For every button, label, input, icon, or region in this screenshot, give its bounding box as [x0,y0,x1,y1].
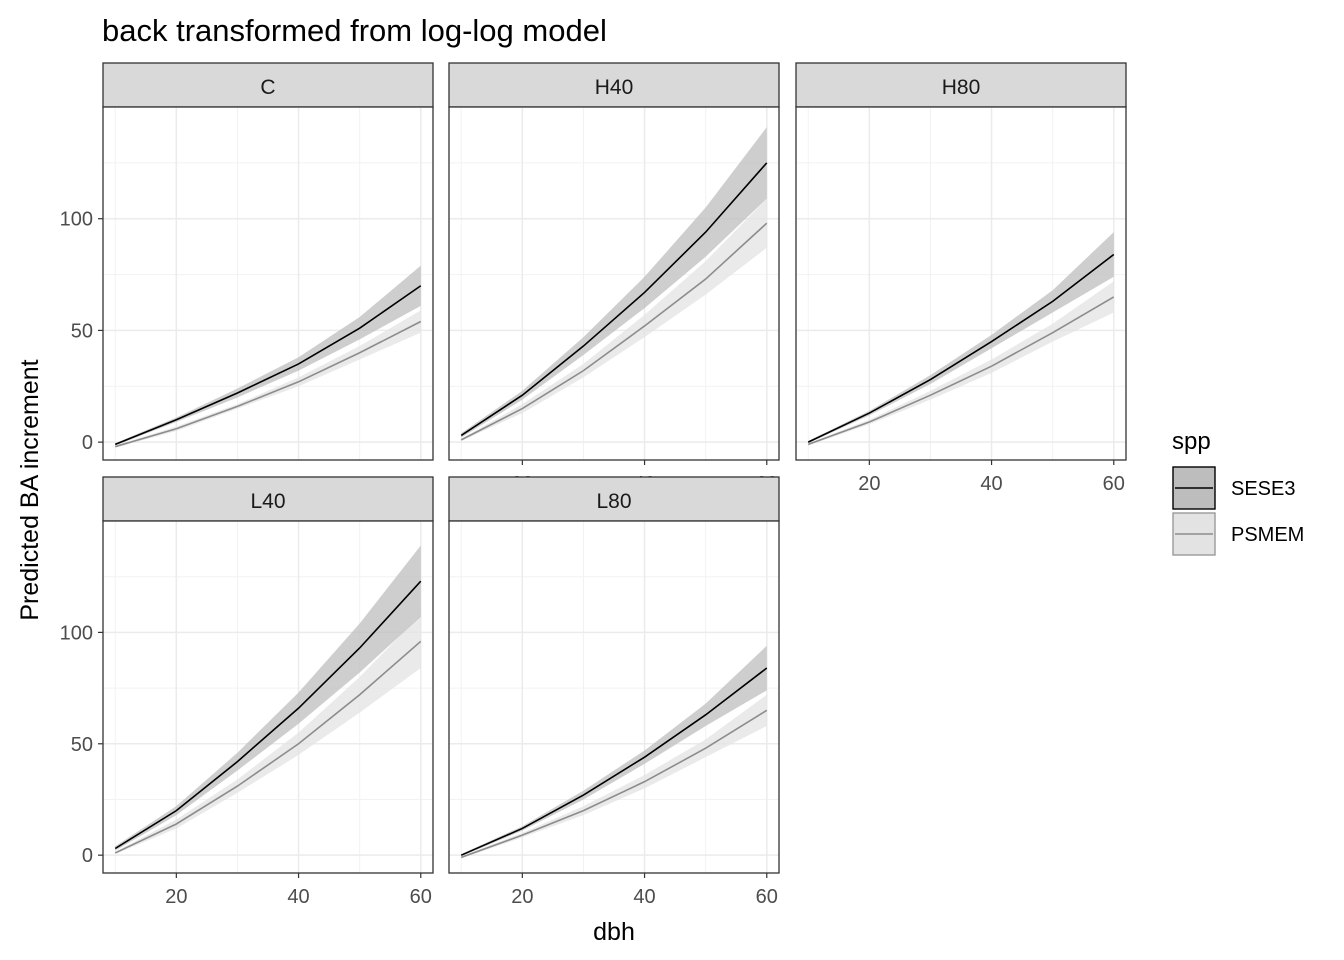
series-line-sese3 [114,285,422,446]
facet-strip [102,476,434,522]
x-tick-label: 60 [1103,473,1125,495]
facet-panels: C050100H40204060H80204060L40204060050100… [60,62,1127,908]
facet-panel-l80: L80 20 40 60 [448,476,780,908]
series-line-psmem [460,222,768,441]
y-tick-label: 0 [82,845,93,867]
y-tick-label: 50 [71,734,93,756]
series-line-psmem [114,320,422,448]
chart-title: back transformed from log-log model [102,13,607,48]
y-tick-label: 50 [71,320,93,342]
legend-label: SESE3 [1231,478,1295,500]
facet-panel-c: C 0 50 100 [60,62,434,461]
legend-entry-psmem: PSMEM [1172,512,1304,556]
facet-strip-label: L40 [250,490,285,513]
y-tick-label: 100 [60,209,93,231]
y-tick-label: 0 [82,432,93,454]
series-line-psmem [114,640,422,854]
facet-strip-label: H80 [942,76,981,99]
series-line-sese3 [807,253,1115,443]
series-line-psmem [460,709,768,859]
facet-panel-l40: L40 20 40 60 0 50 100 [60,476,434,908]
panel-border [448,106,780,461]
panel-border [102,520,434,874]
x-tick-label: 20 [165,886,187,908]
x-axis-title: dbh [593,918,635,946]
facet-strip-label: L80 [596,490,631,513]
x-tick-label: 60 [410,886,432,908]
plot-area [103,107,433,460]
panel-border [102,106,434,461]
panel-border [795,106,1127,461]
legend-label: PSMEM [1231,524,1304,546]
legend: spp SESE3 PSMEM [1172,428,1304,556]
facet-strip [795,62,1127,108]
legend-entries: SESE3 PSMEM [1172,466,1304,556]
x-tick-label: 40 [287,886,309,908]
series-line-sese3 [114,580,422,850]
facet-strip-label: C [260,76,275,99]
plot-area [449,107,779,460]
series-line-sese3 [460,162,768,437]
x-tick-label: 40 [980,473,1002,495]
facet-strip [448,476,780,522]
x-tick-label: 40 [633,886,655,908]
series-line-sese3 [460,667,768,856]
legend-entry-sese3: SESE3 [1172,466,1295,510]
x-tick-label: 60 [756,886,778,908]
facet-strip-label: H40 [595,76,634,99]
x-tick-label: 20 [858,473,880,495]
facet-strip [448,62,780,108]
y-axis-title: Predicted BA increment [16,359,44,620]
y-tick-label: 100 [60,622,93,644]
panel-border [448,520,780,874]
series-line-psmem [807,296,1115,446]
x-tick-label: 20 [511,886,533,908]
facet-strip [102,62,434,108]
legend-title: spp [1172,428,1211,455]
plot-area [103,521,433,873]
facet-panel-h40: H40204060 [448,62,780,495]
facet-panel-h80: H80 20 40 60 [795,62,1127,495]
